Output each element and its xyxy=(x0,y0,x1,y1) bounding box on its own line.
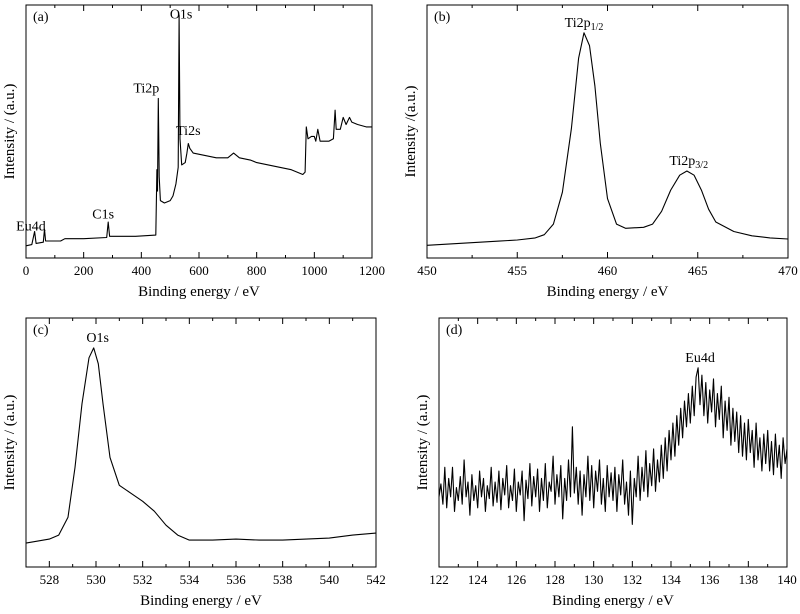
x-tick-label: 528 xyxy=(40,572,60,587)
spectrum-line xyxy=(438,367,788,525)
panel-label: (c) xyxy=(33,323,49,338)
x-tick-label: 534 xyxy=(180,572,200,587)
x-axis-label: Binding energy / eV xyxy=(140,593,262,609)
peak-annotation-subscript: 1/2 xyxy=(591,22,604,33)
peak-annotation: Eu4d xyxy=(16,220,46,235)
x-tick-label: 460 xyxy=(598,263,618,278)
y-axis-label: Intensity /(a.u.) xyxy=(403,85,419,177)
plot-frame xyxy=(438,317,788,568)
x-tick-label: 1000 xyxy=(301,263,327,278)
plot-frame xyxy=(25,317,377,568)
x-tick-label: 126 xyxy=(507,572,527,587)
y-axis-label: Intensity / (a.u.) xyxy=(2,84,18,180)
x-tick-label: 532 xyxy=(133,572,153,587)
x-tick-label: 542 xyxy=(366,572,386,587)
peak-annotation: Ti2s xyxy=(176,124,200,139)
y-axis-label: Intensity / (a.u.) xyxy=(2,395,18,491)
peak-annotation: Eu4d xyxy=(685,351,715,366)
x-tick-label: 122 xyxy=(429,572,449,587)
x-tick-label: 128 xyxy=(545,572,565,587)
x-axis-label: Binding energy / eV xyxy=(138,284,260,300)
x-tick-label: 800 xyxy=(247,263,267,278)
x-tick-label: 455 xyxy=(508,263,528,278)
x-tick-label: 136 xyxy=(700,572,720,587)
x-tick-label: 536 xyxy=(226,572,246,587)
x-tick-label: 600 xyxy=(189,263,209,278)
x-tick-label: 200 xyxy=(74,263,94,278)
panel-label: (a) xyxy=(33,10,49,25)
peak-annotation: C1s xyxy=(92,207,114,222)
x-tick-label: 450 xyxy=(417,263,437,278)
spectrum-line xyxy=(426,32,789,246)
chart-panel-4: 122 124 126 128 130 132 134 136 138 140 Binding en… xyxy=(415,317,797,609)
x-tick-label: 530 xyxy=(86,572,106,587)
chart-panel-1: 0 200 400 600 800 1000 1200 Binding energy / eV… xyxy=(2,4,385,300)
panel-label: (b) xyxy=(434,10,451,25)
peak-annotation: Ti2p xyxy=(133,81,159,96)
panel-label: (d) xyxy=(446,323,463,338)
peak-annotation: O1s xyxy=(86,331,109,346)
x-axis-label: Binding energy / eV xyxy=(547,284,669,300)
x-tick-label: 140 xyxy=(777,572,797,587)
peak-annotation: Ti2p1/2 xyxy=(565,16,604,33)
x-tick-label: 134 xyxy=(661,572,681,587)
x-tick-label: 465 xyxy=(688,263,708,278)
peak-annotation-subscript: 3/2 xyxy=(695,160,708,171)
x-tick-label: 1200 xyxy=(359,263,385,278)
plot-frame xyxy=(426,4,789,259)
peak-annotation: O1s xyxy=(170,8,193,23)
x-tick-label: 400 xyxy=(132,263,152,278)
x-tick-label: 538 xyxy=(273,572,293,587)
spectrum-line xyxy=(25,14,372,247)
x-axis-label: Binding energy / eV xyxy=(552,593,674,609)
x-tick-label: 470 xyxy=(778,263,798,278)
x-tick-label: 0 xyxy=(23,263,30,278)
x-tick-label: 138 xyxy=(739,572,759,587)
x-tick-label: 130 xyxy=(584,572,604,587)
peak-annotation: Ti2p3/2 xyxy=(669,154,708,171)
x-tick-label: 540 xyxy=(320,572,340,587)
chart-panel-2: 450 455 460 465 470 Binding energy / eV Intens… xyxy=(403,4,798,300)
spectrum-line xyxy=(25,347,377,544)
y-axis-label: Intensity / (a.u.) xyxy=(415,395,431,491)
x-tick-label: 132 xyxy=(623,572,643,587)
x-tick-label: 124 xyxy=(468,572,488,587)
chart-panel-3: 528 530 532 534 536 538 540 542 Binding energy /… xyxy=(2,317,386,609)
